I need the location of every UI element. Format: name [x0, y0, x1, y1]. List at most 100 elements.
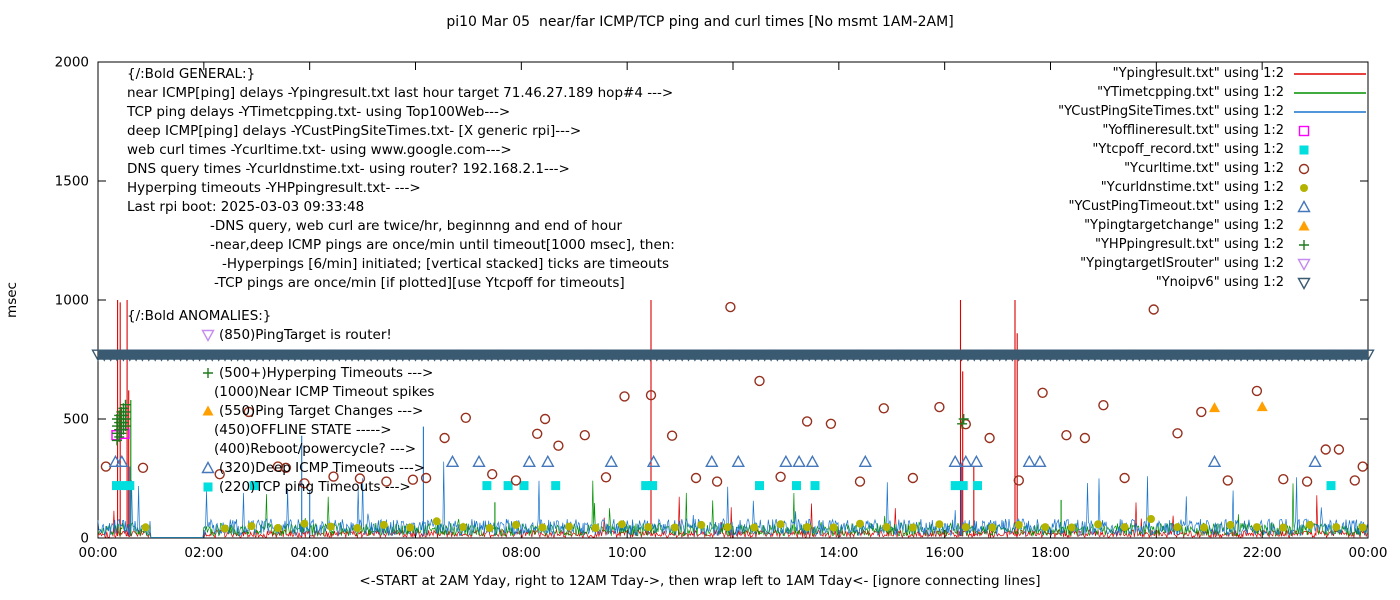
anomaly-line: (500+)Hyperping Timeouts --->: [200, 363, 433, 382]
anomaly-line: {/:Bold ANOMALIES:}: [127, 306, 271, 325]
plus-icon: [203, 367, 213, 378]
tri-down-open-icon: [1297, 277, 1311, 290]
general-line: -TCP pings are once/min [if plotted][use…: [214, 274, 625, 291]
anomaly-line: (550)Ping Target Changes --->: [200, 401, 423, 420]
anomaly-line: (450)OFFLINE STATE ----->: [214, 420, 392, 439]
legend-line-sample: [1294, 91, 1366, 94]
general-line: {/:Bold GENERAL:}: [127, 65, 256, 82]
series-YCustPingTimeout.txt: [108, 454, 1322, 467]
legend-line-sample: [1294, 110, 1366, 113]
legend-item: "YpingtargetISrouter" using 1:2: [1058, 254, 1368, 273]
legend-label: "YCustPingTimeout.txt" using 1:2: [1068, 199, 1284, 214]
x-tick-label: 06:00: [396, 545, 435, 561]
tri-down-open-icon: [1297, 258, 1311, 271]
legend-label: "Ypingtargetchange" using 1:2: [1084, 218, 1284, 233]
chart-title: pi10 Mar 05 near/far ICMP/TCP ping and c…: [446, 14, 954, 30]
anomaly-text: (550)Ping Target Changes --->: [219, 402, 424, 419]
legend-label: "YpingtargetISrouter" using 1:2: [1080, 256, 1284, 271]
square-filled-icon: [203, 482, 213, 491]
tri-up-filled-icon: [1298, 220, 1310, 230]
circle-open-icon: [1298, 163, 1310, 174]
legend-label: "Ytcpoff_record.txt" using 1:2: [1092, 142, 1284, 157]
anomaly-text: (320)Deep ICMP Timeouts --->: [219, 459, 426, 476]
anomaly-line: (220)TCP ping Timeouts --->: [200, 477, 411, 496]
x-tick-label: 02:00: [184, 545, 223, 561]
legend-item: "Ycurltime.txt" using 1:2: [1058, 159, 1368, 178]
tri-up-open-icon: [201, 460, 215, 473]
series-Yofflineresult.txt: [111, 428, 130, 441]
anomaly-line: (1000)Near ICMP Timeout spikes: [214, 382, 434, 401]
anomaly-text: {/:Bold ANOMALIES:}: [127, 307, 272, 324]
general-line: web curl times -Ycurltime.txt- using www…: [127, 141, 512, 158]
series-YCustPingSiteTimes.txt: [97, 426, 1368, 538]
legend-label: "YCustPingSiteTimes.txt" using 1:2: [1058, 104, 1284, 119]
tri-down-open-icon: [201, 329, 215, 342]
anomaly-text: (500+)Hyperping Timeouts --->: [219, 364, 434, 381]
y-tick-label: 0: [80, 531, 89, 547]
x-tick-label: 08:00: [502, 545, 541, 561]
series-Ycurldnstime.txt: [141, 515, 1367, 533]
general-line: Hyperping timeouts -YHPpingresult.txt- -…: [127, 179, 421, 196]
legend-item: "Ytcpoff_record.txt" using 1:2: [1058, 140, 1368, 159]
x-tick-label: 16:00: [925, 545, 964, 561]
series-Ycurltime.txt: [100, 301, 1368, 489]
legend-item: "YTimetcpping.txt" using 1:2: [1058, 83, 1368, 102]
legend-item: "YCustPingTimeout.txt" using 1:2: [1058, 197, 1368, 216]
x-tick-label: 18:00: [1031, 545, 1070, 561]
general-line: -near,deep ICMP pings are once/min until…: [210, 236, 675, 253]
x-tick-label: 14:00: [819, 545, 858, 561]
y-tick-label: 1000: [55, 293, 89, 309]
anomaly-line: (850)PingTarget is router!: [200, 325, 392, 344]
legend-item: "Ynoipv6" using 1:2: [1058, 273, 1368, 292]
tri-up-filled-icon: [202, 405, 214, 415]
tri-up-open-icon: [1297, 199, 1311, 212]
plus-icon: [1299, 239, 1309, 250]
x-tick-label: 04:00: [290, 545, 329, 561]
legend: "Ypingresult.txt" using 1:2 "YTimetcpping…: [1058, 64, 1368, 292]
legend-label: "YTimetcpping.txt" using 1:2: [1097, 85, 1284, 100]
series-Ypingtargetchange: [1209, 401, 1268, 413]
x-tick-label: 22:00: [1243, 545, 1282, 561]
legend-label: "Ynoipv6" using 1:2: [1155, 275, 1284, 290]
y-tick-label: 1500: [55, 174, 89, 190]
anomaly-text: (450)OFFLINE STATE ----->: [214, 421, 392, 438]
x-tick-label: 20:00: [1137, 545, 1176, 561]
anomaly-line: (400)Reboot/powercycle? --->: [214, 439, 416, 458]
square-open-icon: [1298, 125, 1310, 136]
general-line: near ICMP[ping] delays -Ypingresult.txt …: [127, 84, 674, 101]
series-Ytcpoff_record.txt: [112, 481, 1336, 491]
general-line: DNS query times -Ycurldnstime.txt- using…: [127, 160, 570, 177]
y-tick-label: 500: [63, 412, 89, 428]
legend-item: "YHPpingresult.txt" using 1:2: [1058, 235, 1368, 254]
x-tick-label: 10:00: [608, 545, 647, 561]
legend-item: "Ycurldnstime.txt" using 1:2: [1058, 178, 1368, 197]
legend-item: "Yofflineresult.txt" using 1:2: [1058, 121, 1368, 140]
general-line: -Hyperpings [6/min] initiated; [vertical…: [222, 255, 670, 272]
x-tick-label: 00:00: [1349, 545, 1388, 561]
anomaly-text: (400)Reboot/powercycle? --->: [214, 440, 417, 457]
legend-label: "Ypingresult.txt" using 1:2: [1112, 66, 1284, 81]
legend-label: "Ycurltime.txt" using 1:2: [1124, 161, 1284, 176]
general-line: Last rpi boot: 2025-03-03 09:33:48: [127, 198, 365, 215]
legend-line-sample: [1294, 72, 1366, 75]
x-tick-label: 00:00: [79, 545, 118, 561]
legend-item: "YCustPingSiteTimes.txt" using 1:2: [1058, 102, 1368, 121]
general-line: deep ICMP[ping] delays -YCustPingSiteTim…: [127, 122, 582, 139]
anomaly-text: (220)TCP ping Timeouts --->: [219, 478, 411, 495]
general-line: -DNS query, web curl are twice/hr, begin…: [210, 217, 623, 234]
legend-label: "Ycurldnstime.txt" using 1:2: [1100, 180, 1284, 195]
x-axis-label: <-START at 2AM Yday, right to 12AM Tday-…: [359, 573, 1041, 589]
square-filled-icon: [1299, 145, 1309, 154]
legend-item: "Ypingresult.txt" using 1:2: [1058, 64, 1368, 83]
anomaly-text: (850)PingTarget is router!: [219, 326, 392, 343]
anomaly-line: (320)Deep ICMP Timeouts --->: [200, 458, 425, 477]
legend-label: "YHPpingresult.txt" using 1:2: [1095, 237, 1284, 252]
anomaly-text: (1000)Near ICMP Timeout spikes: [214, 383, 435, 400]
y-tick-label: 2000: [55, 55, 89, 71]
series-Ynoipv6: [91, 349, 1375, 362]
y-axis-label: msec: [4, 282, 20, 318]
legend-label: "Yofflineresult.txt" using 1:2: [1102, 123, 1284, 138]
legend-item: "Ypingtargetchange" using 1:2: [1058, 216, 1368, 235]
